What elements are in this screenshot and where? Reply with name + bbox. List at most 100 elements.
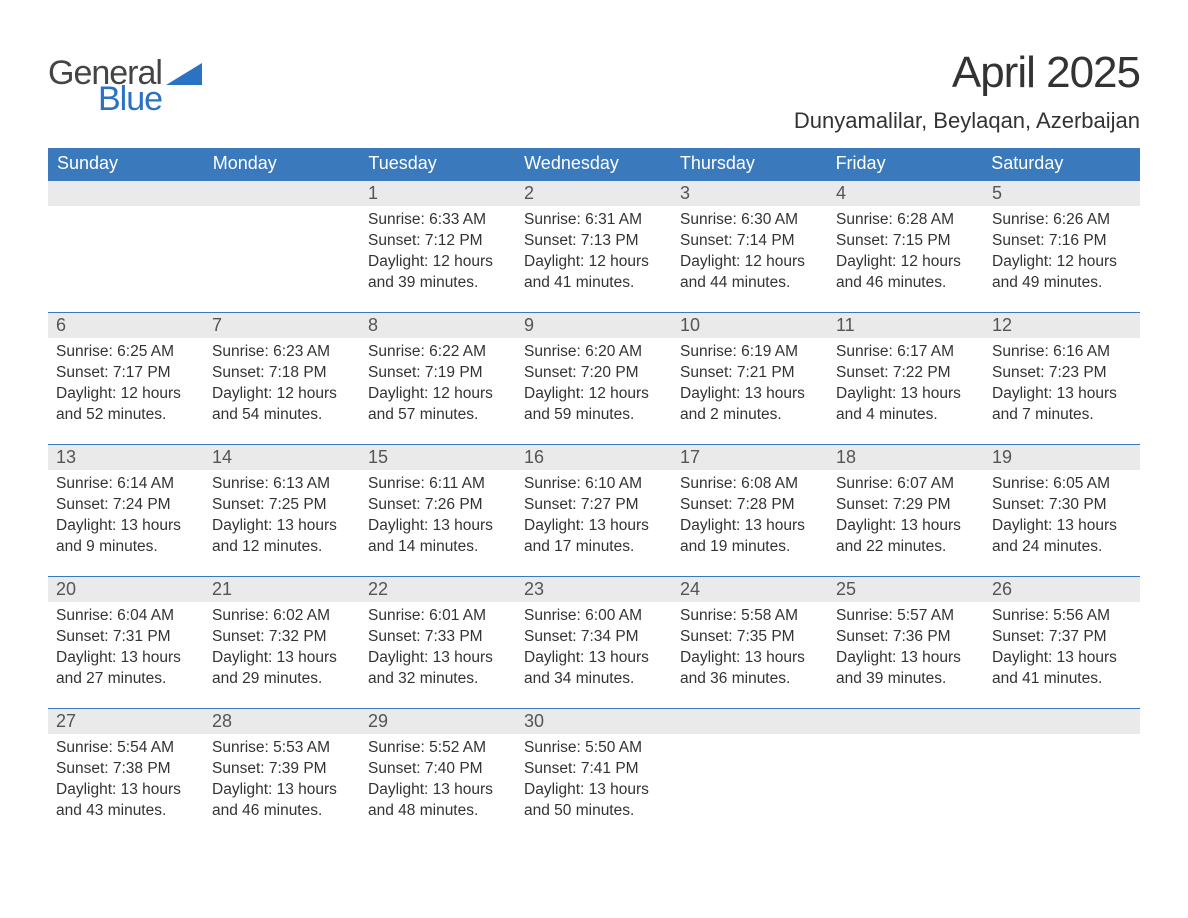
daylight-line: Daylight: 13 hours and 36 minutes. [680,648,820,690]
day-cell: Sunrise: 5:57 AMSunset: 7:36 PMDaylight:… [828,602,984,694]
sunset-line: Sunset: 7:29 PM [836,495,976,516]
sunset-line: Sunset: 7:37 PM [992,627,1132,648]
sunrise-line: Sunrise: 6:17 AM [836,342,976,363]
date-number: 9 [516,313,672,338]
calendar-week: 20212223242526Sunrise: 6:04 AMSunset: 7:… [48,576,1140,694]
date-number: 18 [828,445,984,470]
sunrise-line: Sunrise: 5:57 AM [836,606,976,627]
location-subtitle: Dunyamalilar, Beylaqan, Azerbaijan [794,108,1140,134]
date-number [828,709,984,734]
sunset-line: Sunset: 7:13 PM [524,231,664,252]
calendar: Sunday Monday Tuesday Wednesday Thursday… [48,148,1140,826]
sunset-line: Sunset: 7:21 PM [680,363,820,384]
day-cell: Sunrise: 5:58 AMSunset: 7:35 PMDaylight:… [672,602,828,694]
sunrise-line: Sunrise: 6:07 AM [836,474,976,495]
date-number: 3 [672,181,828,206]
day-cell: Sunrise: 5:56 AMSunset: 7:37 PMDaylight:… [984,602,1140,694]
day-cell: Sunrise: 6:07 AMSunset: 7:29 PMDaylight:… [828,470,984,562]
sunset-line: Sunset: 7:23 PM [992,363,1132,384]
sunset-line: Sunset: 7:31 PM [56,627,196,648]
dow-monday: Monday [205,149,361,180]
daylight-line: Daylight: 12 hours and 49 minutes. [992,252,1132,294]
date-number: 22 [360,577,516,602]
date-number [984,709,1140,734]
date-number: 12 [984,313,1140,338]
day-cell [984,734,1140,826]
title-column: April 2025 Dunyamalilar, Beylaqan, Azerb… [794,48,1140,134]
daylight-line: Daylight: 13 hours and 24 minutes. [992,516,1132,558]
daylight-line: Daylight: 13 hours and 14 minutes. [368,516,508,558]
sunrise-line: Sunrise: 6:00 AM [524,606,664,627]
sunrise-line: Sunrise: 6:02 AM [212,606,352,627]
day-cell: Sunrise: 6:11 AMSunset: 7:26 PMDaylight:… [360,470,516,562]
sunset-line: Sunset: 7:39 PM [212,759,352,780]
calendar-week: 13141516171819Sunrise: 6:14 AMSunset: 7:… [48,444,1140,562]
calendar-week: 6789101112Sunrise: 6:25 AMSunset: 7:17 P… [48,312,1140,430]
dow-thursday: Thursday [672,149,828,180]
day-cell: Sunrise: 6:01 AMSunset: 7:33 PMDaylight:… [360,602,516,694]
day-cell: Sunrise: 6:10 AMSunset: 7:27 PMDaylight:… [516,470,672,562]
daylight-line: Daylight: 12 hours and 54 minutes. [212,384,352,426]
daylight-line: Daylight: 13 hours and 4 minutes. [836,384,976,426]
dow-friday: Friday [828,149,984,180]
day-cell: Sunrise: 5:52 AMSunset: 7:40 PMDaylight:… [360,734,516,826]
sunset-line: Sunset: 7:16 PM [992,231,1132,252]
date-number: 13 [48,445,204,470]
date-number: 6 [48,313,204,338]
daylight-line: Daylight: 13 hours and 7 minutes. [992,384,1132,426]
sunset-line: Sunset: 7:28 PM [680,495,820,516]
sunrise-line: Sunrise: 6:04 AM [56,606,196,627]
sunset-line: Sunset: 7:30 PM [992,495,1132,516]
day-cell: Sunrise: 5:50 AMSunset: 7:41 PMDaylight:… [516,734,672,826]
header-row: General Blue April 2025 Dunyamalilar, Be… [48,48,1140,134]
daylight-line: Daylight: 13 hours and 2 minutes. [680,384,820,426]
date-number [48,181,204,206]
date-number: 7 [204,313,360,338]
date-number: 21 [204,577,360,602]
sunrise-line: Sunrise: 6:05 AM [992,474,1132,495]
day-cell: Sunrise: 6:13 AMSunset: 7:25 PMDaylight:… [204,470,360,562]
daylight-line: Daylight: 13 hours and 34 minutes. [524,648,664,690]
sunrise-line: Sunrise: 6:33 AM [368,210,508,231]
daylight-line: Daylight: 13 hours and 9 minutes. [56,516,196,558]
daylight-line: Daylight: 12 hours and 57 minutes. [368,384,508,426]
day-cell: Sunrise: 6:02 AMSunset: 7:32 PMDaylight:… [204,602,360,694]
daylight-line: Daylight: 13 hours and 48 minutes. [368,780,508,822]
day-cell: Sunrise: 6:26 AMSunset: 7:16 PMDaylight:… [984,206,1140,298]
day-cell: Sunrise: 5:53 AMSunset: 7:39 PMDaylight:… [204,734,360,826]
day-cell [828,734,984,826]
day-cell: Sunrise: 6:04 AMSunset: 7:31 PMDaylight:… [48,602,204,694]
daylight-line: Daylight: 13 hours and 27 minutes. [56,648,196,690]
date-number [204,181,360,206]
date-number: 25 [828,577,984,602]
sunset-line: Sunset: 7:41 PM [524,759,664,780]
sunrise-line: Sunrise: 6:25 AM [56,342,196,363]
calendar-week: 12345Sunrise: 6:33 AMSunset: 7:12 PMDayl… [48,181,1140,298]
day-cell [204,206,360,298]
sunset-line: Sunset: 7:18 PM [212,363,352,384]
sunset-line: Sunset: 7:24 PM [56,495,196,516]
date-number-row: 13141516171819 [48,445,1140,470]
sunrise-line: Sunrise: 6:28 AM [836,210,976,231]
date-number: 10 [672,313,828,338]
date-number-row: 27282930 [48,709,1140,734]
page: General Blue April 2025 Dunyamalilar, Be… [0,0,1188,918]
sunrise-line: Sunrise: 6:08 AM [680,474,820,495]
sunrise-line: Sunrise: 6:23 AM [212,342,352,363]
sunrise-line: Sunrise: 6:13 AM [212,474,352,495]
sunrise-line: Sunrise: 6:31 AM [524,210,664,231]
day-cell: Sunrise: 6:00 AMSunset: 7:34 PMDaylight:… [516,602,672,694]
sunrise-line: Sunrise: 6:26 AM [992,210,1132,231]
sunrise-line: Sunrise: 6:30 AM [680,210,820,231]
daylight-line: Daylight: 13 hours and 43 minutes. [56,780,196,822]
date-number-row: 20212223242526 [48,577,1140,602]
day-cell: Sunrise: 6:31 AMSunset: 7:13 PMDaylight:… [516,206,672,298]
daylight-line: Daylight: 13 hours and 46 minutes. [212,780,352,822]
weeks-container: 12 345 Sunrise: 6:33 AMSunset: 7:12 PM Dayl… [48,181,1140,826]
date-number: 4 [828,181,984,206]
date-number: 5 [984,181,1140,206]
daylight-line: Daylight: 12 hours and 44 minutes. [680,252,820,294]
sunrise-line: Sunrise: 6:16 AM [992,342,1132,363]
date-number: 11 [828,313,984,338]
sunset-line: Sunset: 7:12 PM [368,231,508,252]
